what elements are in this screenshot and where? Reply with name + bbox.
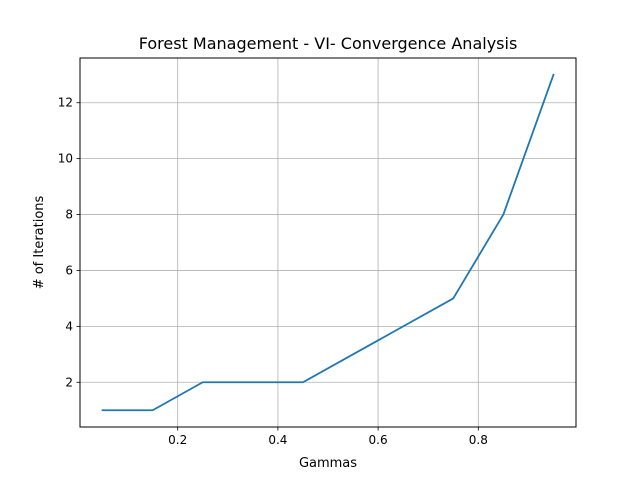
x-tick-label: 0.6 <box>369 433 388 447</box>
chart-title: Forest Management - VI- Convergence Anal… <box>139 34 518 53</box>
series-line-0 <box>101 73 555 412</box>
y-tick-label: 4 <box>65 319 73 333</box>
series-layer <box>101 73 555 412</box>
y-tick-label: 6 <box>65 263 73 277</box>
grid <box>80 58 576 427</box>
plot-frame <box>79 57 577 428</box>
x-axis-label: Gammas <box>299 456 357 471</box>
y-tick-label: 2 <box>65 375 73 389</box>
y-tick-label: 12 <box>58 96 73 110</box>
x-tick-label: 0.4 <box>268 433 287 447</box>
x-tick-label: 0.2 <box>168 433 187 447</box>
y-axis-label: # of Iterations <box>32 195 47 289</box>
y-axis: 2 4 6 8 10 12 <box>58 96 80 389</box>
y-tick-label: 8 <box>65 208 73 222</box>
x-axis: 0.2 0.4 0.6 0.8 <box>168 427 488 447</box>
y-tick-label: 10 <box>58 152 73 166</box>
x-tick-label: 0.8 <box>469 433 488 447</box>
